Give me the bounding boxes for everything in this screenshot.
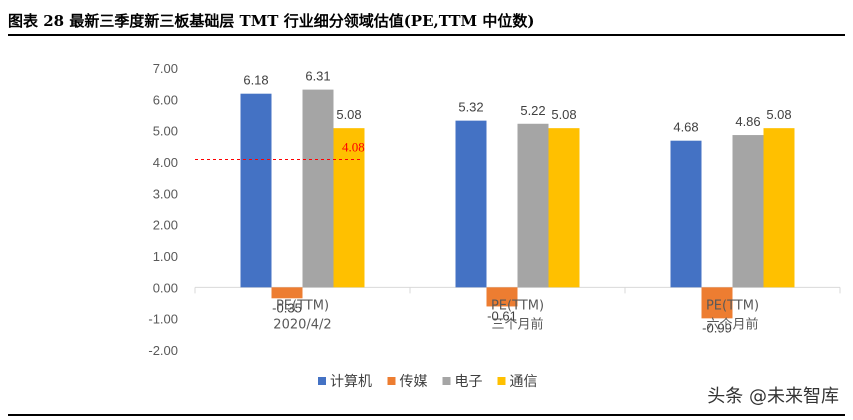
data-label: 5.08: [551, 107, 576, 122]
title-bar: 图表 28 最新三季度新三板基础层 TMT 行业细分领域估值(PE,TTM 中位…: [8, 6, 845, 36]
legend-swatch-通信: [497, 377, 506, 385]
bar-传媒: [271, 287, 303, 299]
bar-计算机: [240, 93, 272, 288]
data-label: 5.32: [458, 100, 483, 115]
chart-title: 图表 28 最新三季度新三板基础层 TMT 行业细分领域估值(PE,TTM 中位…: [8, 12, 535, 30]
data-label: 6.18: [243, 73, 268, 88]
x-category-label: PE(TTM): [491, 298, 544, 313]
bar-通信: [548, 128, 580, 288]
data-label: -0.35: [272, 300, 302, 315]
data-label: -0.61: [487, 308, 517, 323]
data-label: 5.22: [520, 103, 545, 118]
legend-swatch-计算机: [318, 377, 326, 385]
data-label: 6.31: [305, 69, 330, 84]
watermark: 头条 @未来智库: [707, 386, 839, 407]
data-label: 5.08: [766, 107, 791, 122]
data-label: 4.86: [735, 114, 760, 129]
data-label: -0.99: [702, 320, 732, 335]
bottom-rule: [8, 414, 845, 416]
bar-计算机: [455, 120, 487, 288]
legend-swatch-电子: [442, 377, 451, 385]
reference-line-label: 4.08: [342, 139, 365, 154]
y-tick-label: -1.00: [148, 312, 178, 327]
x-category-label: 三个月前: [491, 316, 543, 332]
data-label: 5.08: [336, 107, 361, 122]
x-category-label: PE(TTM): [706, 298, 759, 313]
bar-电子: [302, 89, 334, 288]
legend-label: 传媒: [400, 374, 428, 390]
y-tick-label: -2.00: [148, 343, 178, 358]
bar-通信: [763, 128, 795, 288]
bar-传媒: [486, 287, 518, 307]
legend-label: 通信: [510, 374, 538, 390]
x-category-label: PE(TTM): [276, 298, 329, 313]
y-tick-label: 4.00: [153, 155, 178, 170]
bar-计算机: [670, 140, 702, 288]
y-tick-label: 1.00: [153, 249, 178, 264]
data-label: 4.68: [673, 120, 698, 135]
x-category-label: 六个月前: [706, 316, 758, 332]
legend-swatch-传媒: [387, 377, 396, 385]
y-tick-label: 2.00: [153, 218, 178, 233]
legend-label: 计算机: [330, 374, 372, 390]
x-category-label: 2020/4/2: [273, 317, 331, 332]
y-tick-label: 6.00: [153, 92, 178, 107]
y-tick-label: 0.00: [153, 280, 178, 295]
y-tick-label: 3.00: [153, 186, 178, 201]
legend-label: 电子: [455, 374, 483, 390]
bar-电子: [517, 123, 549, 288]
y-tick-label: 7.00: [153, 61, 178, 76]
bar-电子: [732, 135, 764, 288]
bar-通信: [333, 128, 365, 288]
y-tick-label: 5.00: [153, 124, 178, 139]
bar-传媒: [701, 287, 733, 319]
